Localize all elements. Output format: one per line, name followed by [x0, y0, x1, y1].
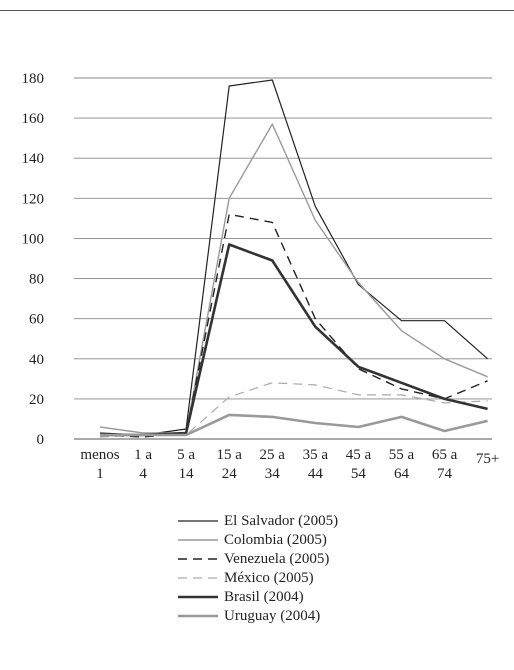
x-tick-label: 24 [222, 466, 238, 482]
x-tick-label: 1 [96, 466, 104, 482]
series-line-2 [99, 213, 488, 438]
series-lines [99, 79, 488, 438]
x-tick-label: 75+ [476, 451, 499, 467]
x-tick-label: 45 a [346, 447, 372, 463]
top-rule [0, 10, 514, 11]
series-line-3 [99, 382, 488, 438]
legend-swatch [178, 520, 218, 522]
legend-swatch [178, 614, 218, 618]
x-tick-label: 4 [139, 466, 147, 482]
y-tick-label: 40 [29, 352, 44, 368]
legend-label: Colombia (2005) [224, 532, 327, 548]
x-tick-label: 14 [179, 466, 195, 482]
legend-swatch [178, 595, 218, 599]
x-tick-label: 34 [265, 466, 281, 482]
x-tick-label: 1 a [134, 447, 152, 463]
legend-label: Brasil (2004) [224, 589, 304, 605]
x-tick-label: menos [80, 447, 119, 463]
x-tick-label: 55 a [389, 447, 415, 463]
y-tick-label: 0 [37, 432, 45, 448]
series-line-0 [99, 79, 488, 436]
y-tick-label: 120 [22, 191, 45, 207]
legend-swatch [178, 558, 218, 560]
y-tick-label: 100 [22, 231, 45, 247]
x-tick-label: 25 a [260, 447, 286, 463]
legend-label: El Salvador (2005) [224, 513, 339, 529]
x-tick-label: 74 [437, 466, 453, 482]
y-tick-label: 20 [29, 392, 44, 408]
x-tick-label: 5 a [177, 447, 195, 463]
legend-label: Uruguay (2004) [224, 608, 321, 624]
legend-swatch [178, 577, 218, 579]
x-tick-label: 35 a [303, 447, 329, 463]
x-tick-label: 65 a [432, 447, 458, 463]
x-tick-label: 15 a [216, 447, 242, 463]
legend-label: México (2005) [224, 570, 314, 586]
legend-label: Venezuela (2005) [224, 551, 330, 567]
gridlines [74, 77, 492, 440]
y-tick-label: 140 [22, 151, 45, 167]
series-line-4 [100, 243, 488, 437]
y-tick-label: 80 [29, 272, 44, 288]
legend-swatch [178, 539, 218, 541]
y-tick-label: 160 [22, 111, 45, 127]
x-tick-label: 64 [394, 466, 410, 482]
x-tick-label: 54 [351, 466, 367, 482]
y-tick-label: 60 [29, 312, 44, 328]
y-axis-ticks: 0 20 40 60 80 100 120 140 160 180 [22, 71, 45, 448]
series-line-5 [100, 413, 488, 437]
y-tick-label: 180 [22, 71, 45, 87]
x-tick-label: 44 [308, 466, 324, 482]
